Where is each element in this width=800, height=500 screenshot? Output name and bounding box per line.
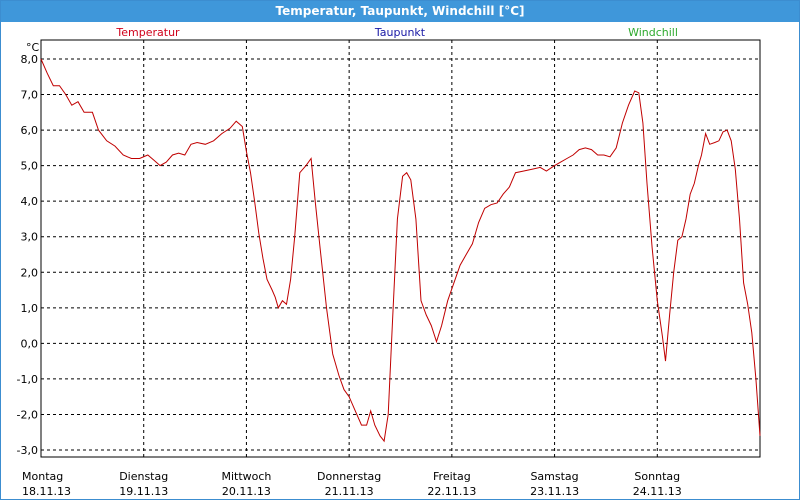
x-tick-date: 23.11.13 (530, 485, 579, 498)
x-tick-day: Montag (22, 470, 63, 483)
y-tick-label: 0,0 (21, 337, 39, 350)
y-tick-label: 5,0 (21, 160, 39, 173)
plot-frame (40, 39, 761, 458)
y-tick-label: -2,0 (17, 408, 38, 421)
y-tick-label: 8,0 (21, 53, 39, 66)
y-tick-label: 7,0 (21, 89, 39, 102)
legend-item-windchill: Windchill (628, 26, 678, 39)
x-tick-day: Freitag (433, 470, 471, 483)
y-axis-unit: °C (26, 41, 40, 54)
legend-item-taupunkt: Taupunkt (374, 26, 426, 39)
x-tick-date: 18.11.13 (22, 485, 71, 498)
y-tick-label: -1,0 (17, 373, 38, 386)
y-tick-label: 2,0 (21, 266, 39, 279)
series-line-temperatur (40, 58, 761, 443)
x-tick-day: Dienstag (119, 470, 168, 483)
y-tick-label: 4,0 (21, 195, 39, 208)
x-tick-date: 22.11.13 (427, 485, 476, 498)
legend-item-temperatur: Temperatur (115, 26, 180, 39)
y-tick-label: 6,0 (21, 124, 39, 137)
y-tick-label: 3,0 (21, 231, 39, 244)
y-tick-label: 1,0 (21, 302, 39, 315)
chart-series (40, 58, 761, 443)
chart-legend: Temperatur Taupunkt Windchill (115, 26, 678, 39)
x-tick-day: Mittwoch (221, 470, 271, 483)
x-tick-date: 19.11.13 (119, 485, 168, 498)
x-tick-day: Donnerstag (317, 470, 381, 483)
window-title: Temperatur, Taupunkt, Windchill [°C] (1, 1, 799, 22)
y-tick-label: -3,0 (17, 444, 38, 457)
x-tick-day: Sonntag (634, 470, 680, 483)
x-axis-ticks: Montag 18.11.13 Dienstag 19.11.13 Mittwoch 20… (22, 470, 682, 498)
x-tick-date: 21.11.13 (325, 485, 374, 498)
x-tick-date: 20.11.13 (222, 485, 271, 498)
y-axis-ticks: 8,0 7,0 6,0 5,0 4,0 3,0 2,0 1,0 0,0 -1,0 -2,0 -3,0 (17, 53, 38, 457)
x-tick-day: Samstag (530, 470, 578, 483)
x-tick-date: 24.11.13 (633, 485, 682, 498)
